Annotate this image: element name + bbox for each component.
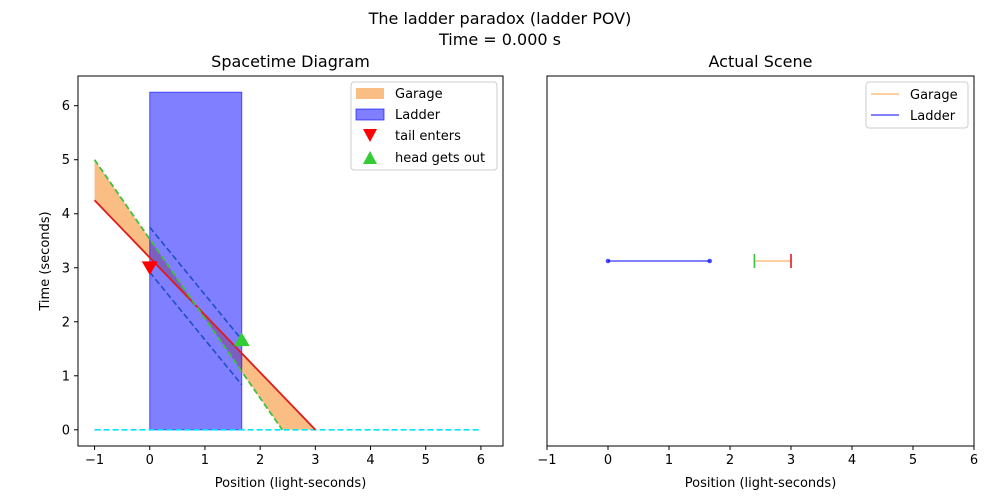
ladder-band	[149, 91, 243, 431]
x-tick-label: −1	[85, 453, 104, 468]
actual-scene-title: Actual Scene	[709, 52, 813, 71]
y-tick-label: 1	[62, 369, 70, 384]
spacetime-axes-frame	[77, 75, 504, 447]
legend-tail-enters-label: tail enters	[395, 129, 461, 144]
y-tick-label: 3	[62, 261, 70, 276]
x-tick-label: 1	[665, 453, 673, 468]
y-tick-label: 0	[62, 423, 70, 438]
x-tick-label: −1	[537, 453, 556, 468]
y-tick-label: 6	[62, 99, 70, 114]
x-tick-label: 4	[848, 453, 856, 468]
y-tick-label: 5	[62, 153, 70, 168]
spacetime-panel: Spacetime Diagram −1 0 1 2 3 4 5 6 0 1 2 3 4 5 6 Posit…	[38, 52, 504, 491]
head-gets-out-marker	[233, 332, 250, 347]
x-tick-label: 3	[787, 453, 795, 468]
figure-subtitle: Time = 0.000 s	[438, 30, 561, 49]
garage-head-worldline	[93, 159, 283, 431]
legend-garage-label-right: Garage	[910, 88, 958, 103]
legend-ladder-label-right: Ladder	[910, 109, 956, 124]
spacetime-ylabel: Time (seconds)	[38, 211, 53, 311]
legend-garage-label: Garage	[395, 87, 443, 102]
x-tick-label: 3	[311, 453, 319, 468]
y-tick-label: 4	[62, 207, 70, 222]
spacetime-xlabel: Position (light-seconds)	[215, 476, 367, 491]
tail-enters-marker	[141, 261, 158, 275]
legend-tail-enters-marker	[363, 129, 377, 142]
spacetime-ticks: −1 0 1 2 3 4 5 6 0 1 2 3 4 5 6	[62, 99, 485, 468]
ladder-front-dashed-line	[149, 271, 243, 386]
x-tick-label: 0	[146, 453, 154, 468]
spacetime-legend: Garage Ladder tail enters head gets out	[350, 81, 498, 171]
legend-head-gets-out-label: head gets out	[395, 151, 485, 166]
ladder-tail-point	[605, 258, 611, 264]
ladder-back-dashed-line	[149, 226, 243, 341]
y-tick-label: 2	[62, 315, 70, 330]
x-tick-label: 2	[256, 453, 264, 468]
x-tick-label: 4	[366, 453, 374, 468]
x-tick-label: 5	[422, 453, 430, 468]
legend-ladder-swatch	[355, 108, 385, 121]
actual-scene-ticks: −1 0 1 2 3 4 5 6	[537, 446, 978, 468]
ladder-head-point	[707, 258, 712, 264]
actual-scene-axes-frame	[546, 75, 975, 447]
legend-head-gets-out-marker	[363, 151, 377, 164]
actual-scene-panel: Actual Scene −1 0 1 2 3 4 5 6 Position (light-s…	[537, 52, 978, 491]
actual-scene-xlabel: Position (light-seconds)	[685, 476, 837, 491]
legend-garage-swatch	[356, 88, 384, 99]
actual-scene-legend: Garage Ladder	[865, 81, 969, 129]
x-tick-label: 0	[604, 453, 612, 468]
x-tick-label: 6	[970, 453, 978, 468]
x-tick-label: 5	[909, 453, 917, 468]
legend-ladder-label: Ladder	[395, 108, 441, 123]
x-tick-label: 1	[201, 453, 209, 468]
x-tick-label: 2	[726, 453, 734, 468]
spacetime-title: Spacetime Diagram	[211, 52, 370, 71]
garage-tail-worldline	[93, 199, 316, 431]
x-tick-label: 6	[477, 453, 485, 468]
figure-title: The ladder paradox (ladder POV)	[368, 9, 632, 28]
